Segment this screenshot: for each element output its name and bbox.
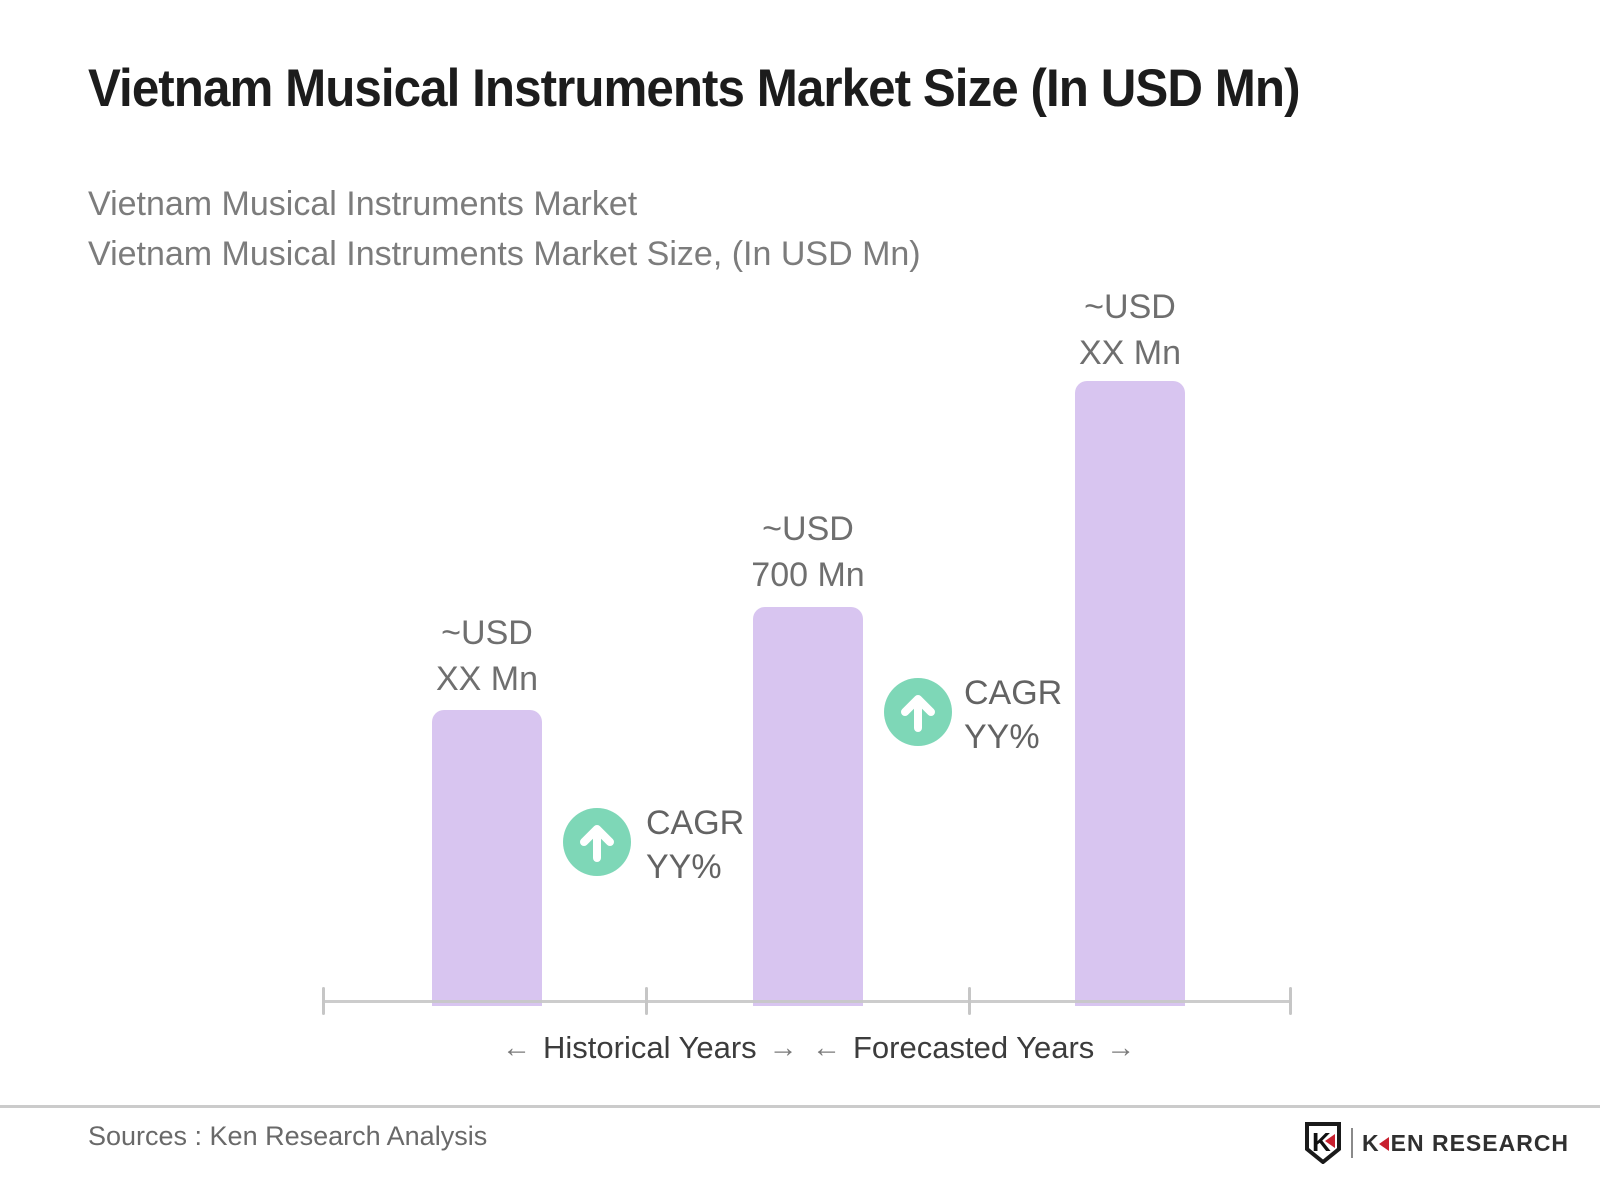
bar-historical-2 <box>753 607 863 1006</box>
page-title: Vietnam Musical Instruments Market Size … <box>88 59 1301 118</box>
cagr-line2: YY% <box>646 848 722 886</box>
subtitle-line-2: Vietnam Musical Instruments Market Size,… <box>88 235 921 273</box>
cagr-up-arrow-icon <box>563 808 631 876</box>
arrow-right-icon: → <box>1106 1031 1136 1064</box>
bar-value-line2: XX Mn <box>435 660 539 698</box>
arrow-up-icon <box>901 695 935 732</box>
logo-wordmark: K EN RESEARCH <box>1362 1130 1569 1157</box>
ken-research-shield-icon: K <box>1305 1122 1341 1164</box>
subtitle-line-1: Vietnam Musical Instruments Market <box>88 185 638 223</box>
arrow-right-icon: → <box>768 1031 798 1064</box>
cagr-up-arrow-icon <box>884 678 952 746</box>
bar-value-line1: ~USD <box>762 510 854 548</box>
bar-value-line2: XX Mn <box>1078 334 1182 372</box>
arrow-up-icon <box>580 825 614 862</box>
x-axis-tick <box>645 987 648 1015</box>
cagr-label: CAGR YY% <box>646 801 744 889</box>
cagr-line1: CAGR <box>964 674 1063 712</box>
cagr-line1: CAGR <box>646 804 745 842</box>
cagr-label: CAGR YY% <box>964 671 1062 759</box>
x-axis-section-historical: ← Historical Years → <box>502 1030 798 1066</box>
bar-value-line1: ~USD <box>1084 288 1176 326</box>
x-axis-section-label: Forecasted Years <box>853 1030 1095 1065</box>
logo-red-triangle-icon <box>1378 1137 1389 1151</box>
bar-value-label: ~USD XX Mn <box>357 610 617 702</box>
logo-letter-k: K <box>1362 1129 1380 1156</box>
footer-divider <box>0 1105 1600 1108</box>
source-note: Sources : Ken Research Analysis <box>88 1121 488 1151</box>
chart-subtitle: Vietnam Musical Instruments Market Vietn… <box>88 179 921 279</box>
cagr-line2: YY% <box>964 718 1040 756</box>
bar-forecasted <box>1075 381 1185 1006</box>
x-axis-section-forecasted: ← Forecasted Years → <box>812 1030 1135 1066</box>
bar-value-line2: 700 Mn <box>751 556 865 594</box>
logo-wordmark-rest: EN RESEARCH <box>1390 1129 1570 1156</box>
x-axis-tick <box>322 987 325 1015</box>
svg-text:K: K <box>1312 1127 1331 1157</box>
x-axis-section-label: Historical Years <box>543 1030 757 1065</box>
arrow-left-icon: ← <box>502 1031 531 1064</box>
logo-divider <box>1351 1128 1353 1158</box>
bar-historical-1 <box>432 710 542 1006</box>
x-axis-line <box>322 1000 1292 1003</box>
ken-research-logo: K K EN RESEARCH <box>1304 1122 1569 1164</box>
bar-value-label: ~USD 700 Mn <box>678 506 938 598</box>
x-axis-tick <box>968 987 971 1015</box>
arrow-left-icon: ← <box>812 1031 841 1064</box>
bar-value-label: ~USD XX Mn <box>1000 284 1260 376</box>
x-axis-tick <box>1289 987 1292 1015</box>
bar-value-line1: ~USD <box>441 614 533 652</box>
